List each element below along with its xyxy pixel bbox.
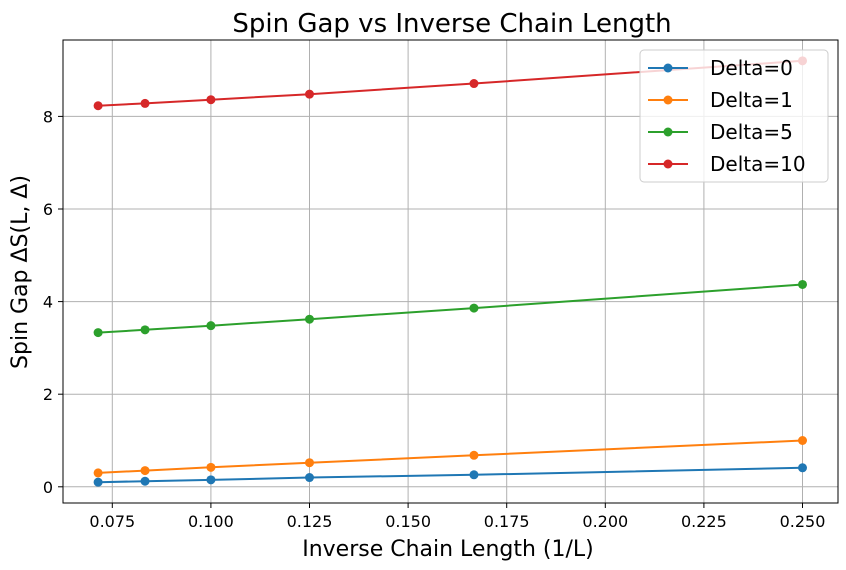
x-axis-label: Inverse Chain Length (1/L) [302,537,594,562]
series-layer [93,56,808,487]
legend-swatch-marker [663,127,673,137]
legend-box [639,49,829,183]
legend-swatch-marker [663,95,673,105]
data-point [305,473,315,483]
data-point [206,462,216,472]
x-tick-label: 0.100 [188,512,234,531]
data-point [798,279,808,289]
data-point [469,470,479,480]
legend-swatch-marker [663,159,673,169]
x-tick-label: 0.200 [582,512,628,531]
y-tick-label: 8 [43,107,53,126]
data-point [206,95,216,105]
data-point [93,477,103,487]
legend-item: Delta=5 [648,120,793,144]
data-point [140,98,150,108]
data-point [469,79,479,89]
legend-item: Delta=0 [648,56,793,80]
legend-label: Delta=0 [710,56,793,80]
data-point [206,475,216,485]
series-delta-5 [93,279,808,338]
data-point [140,325,150,335]
y-axis-label: Spin Gap ΔS(L, Δ) [8,175,33,369]
y-tick-label: 6 [43,200,53,219]
data-point [798,435,808,445]
data-point [140,476,150,486]
x-tick-label: 0.175 [484,512,530,531]
data-point [305,314,315,324]
series-line [98,439,803,474]
legend: Delta=0 Delta=1 Delta=5 Delta=10 [639,49,829,183]
x-axis: 0.075 0.100 0.125 0.150 0.175 0.200 0.225 0.250 [89,503,825,531]
plot-area [62,39,839,504]
data-point [93,328,103,338]
data-point [305,458,315,468]
data-point [305,89,315,99]
x-tick-label: 0.125 [287,512,333,531]
data-point [93,101,103,111]
data-point [93,468,103,478]
data-point [140,466,150,476]
x-tick-label: 0.150 [385,512,431,531]
y-tick-label: 4 [43,293,53,312]
data-point [798,463,808,473]
y-tick-label: 0 [43,478,53,497]
legend-swatch-marker [663,63,673,73]
series-delta-0 [93,463,808,487]
y-axis: 0 2 4 6 8 [43,107,63,497]
legend-item: Delta=1 [648,88,793,112]
series-delta-1 [93,435,808,478]
series-line [98,283,803,334]
y-tick-label: 2 [43,385,53,404]
data-point [469,303,479,313]
x-tick-label: 0.075 [89,512,135,531]
data-point [469,450,479,460]
series-line [98,466,803,484]
legend-label: Delta=10 [710,152,806,176]
legend-label: Delta=5 [710,120,793,144]
x-tick-label: 0.250 [780,512,826,531]
legend-label: Delta=1 [710,88,793,112]
data-point [206,321,216,331]
legend-item: Delta=10 [648,152,806,176]
x-tick-label: 0.225 [681,512,727,531]
series-line [98,59,803,107]
chart-title: Spin Gap vs Inverse Chain Length [232,9,671,39]
